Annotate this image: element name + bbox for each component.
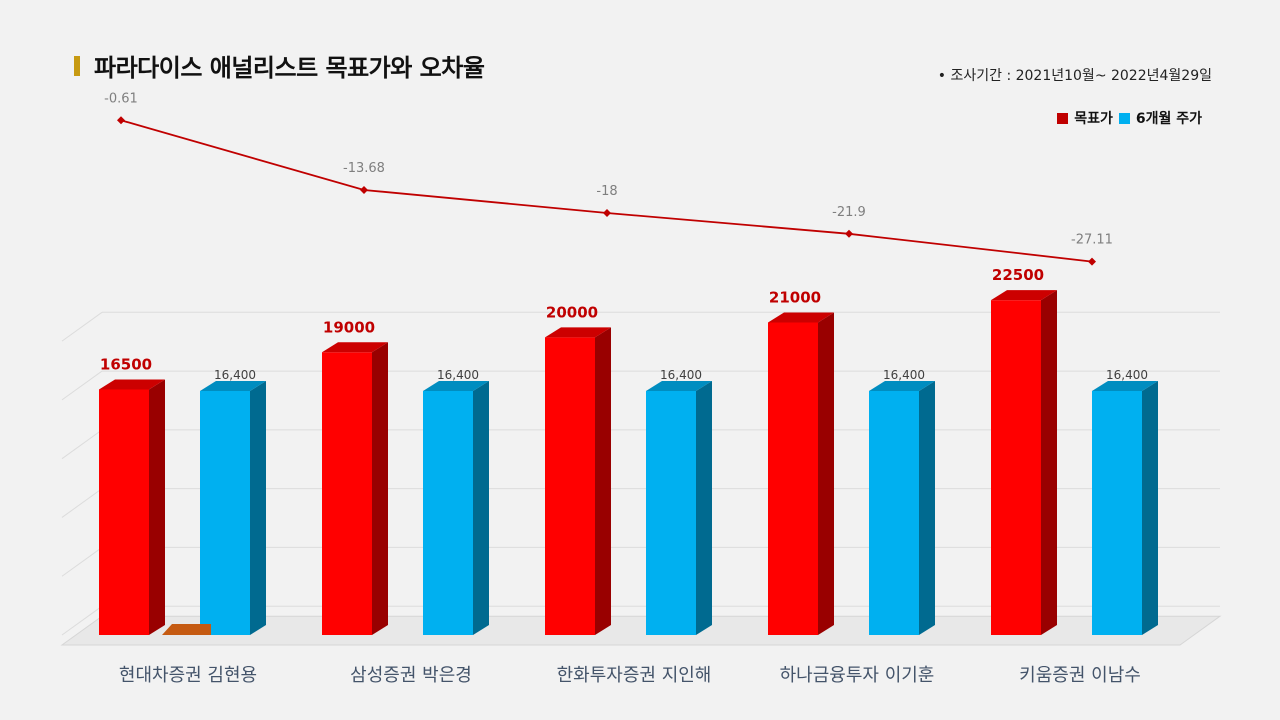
x-tick-label: 키움증권 이남수 xyxy=(1019,665,1141,686)
data-label-target: 22500 xyxy=(992,266,1044,284)
bar-target-side xyxy=(372,342,388,635)
bar-price xyxy=(200,380,266,635)
error-rate-label: -0.61 xyxy=(104,91,138,106)
bar-target xyxy=(545,327,611,635)
bar-target xyxy=(991,290,1057,635)
gridline-side xyxy=(61,605,103,636)
title-accent-bar xyxy=(74,56,80,76)
bar-price-side xyxy=(919,380,935,635)
data-label-target: 20000 xyxy=(546,303,598,321)
bar-target-side xyxy=(149,379,165,635)
bar-price-front xyxy=(646,390,696,635)
error-rate-label: -18 xyxy=(596,184,617,199)
bar-price-side xyxy=(473,380,489,635)
data-label-target: 21000 xyxy=(769,289,821,307)
bar-price-top xyxy=(646,380,712,391)
data-label-price: 16,400 xyxy=(437,368,479,382)
bar-target-front xyxy=(768,322,818,635)
bar-target-top xyxy=(99,379,165,390)
legend-label-target: 목표가 xyxy=(1074,111,1113,127)
bar-target-front xyxy=(99,389,149,635)
bar-price xyxy=(869,380,935,635)
bar-price-side xyxy=(1142,380,1158,635)
error-rate-point xyxy=(845,229,853,238)
error-rate-label: -27.11 xyxy=(1071,233,1113,248)
bar-price-front xyxy=(200,390,250,635)
bar-price xyxy=(423,380,489,635)
bar-target-front xyxy=(322,352,372,635)
bar-price-side xyxy=(250,380,266,635)
bar-price-front xyxy=(423,390,473,635)
x-tick-label: 삼성증권 박은경 xyxy=(350,665,472,686)
gridline-side xyxy=(61,488,103,518)
gridline-side xyxy=(61,429,103,460)
legend-swatch-price xyxy=(1118,112,1130,124)
x-tick-label: 현대차증권 김현용 xyxy=(119,665,257,686)
error-rate-label: -21.9 xyxy=(832,205,866,220)
gridline-side xyxy=(61,547,103,577)
data-label-price: 16,400 xyxy=(883,368,925,382)
data-label-target: 16500 xyxy=(100,355,152,373)
bar-price-side xyxy=(696,380,712,635)
chart-title: 파라다이스 애널리스트 목표가와 오차율 xyxy=(94,54,485,82)
bar-target-side xyxy=(818,312,834,635)
legend-label-price: 6개월 주가 xyxy=(1135,111,1202,127)
bar-target-front xyxy=(991,300,1041,635)
bar-target-top xyxy=(322,342,388,353)
bar-price-top xyxy=(423,380,489,391)
legend: 목표가 6개월 주가 xyxy=(1057,108,1202,128)
x-tick-label: 하나금융투자 이기훈 xyxy=(780,665,935,686)
data-label-price: 16,400 xyxy=(660,368,702,382)
bar-price xyxy=(1092,380,1158,635)
error-rate-point xyxy=(603,209,611,217)
bar-target xyxy=(768,312,834,635)
legend-swatch-target xyxy=(1057,112,1069,124)
bar-target-side xyxy=(1041,290,1057,635)
bar-target-side xyxy=(595,327,611,635)
bar-price-front xyxy=(1092,390,1142,635)
bar-price xyxy=(646,380,712,635)
bar-target xyxy=(322,342,388,635)
gridline-side xyxy=(61,370,103,401)
bar-price-top xyxy=(869,380,935,391)
data-label-price: 16,400 xyxy=(214,368,256,382)
bar-target-front xyxy=(545,337,595,635)
legend-item-target: 목표가 xyxy=(1057,108,1113,128)
survey-period: • 조사기간 : 2021년10월~ 2022년4월29일 xyxy=(937,68,1212,84)
bar-target xyxy=(99,379,165,635)
bar-price-top xyxy=(200,380,266,391)
bar-target-top xyxy=(991,290,1057,301)
legend-item-price: 6개월 주가 xyxy=(1118,108,1202,128)
error-rate-point xyxy=(117,116,125,125)
error-rate-label: -13.68 xyxy=(343,161,385,176)
bar-connector xyxy=(162,624,211,635)
error-rate-point xyxy=(360,185,368,194)
data-label-price: 16,400 xyxy=(1106,368,1148,382)
x-tick-label: 한화투자증권 지인해 xyxy=(557,665,712,686)
bar-target-top xyxy=(768,312,834,323)
data-label-target: 19000 xyxy=(323,318,375,336)
bar-price-front xyxy=(869,390,919,635)
error-rate-point xyxy=(1088,257,1096,266)
bar-target-top xyxy=(545,327,611,338)
gridline-side xyxy=(61,311,103,342)
bar-price-top xyxy=(1092,380,1158,391)
